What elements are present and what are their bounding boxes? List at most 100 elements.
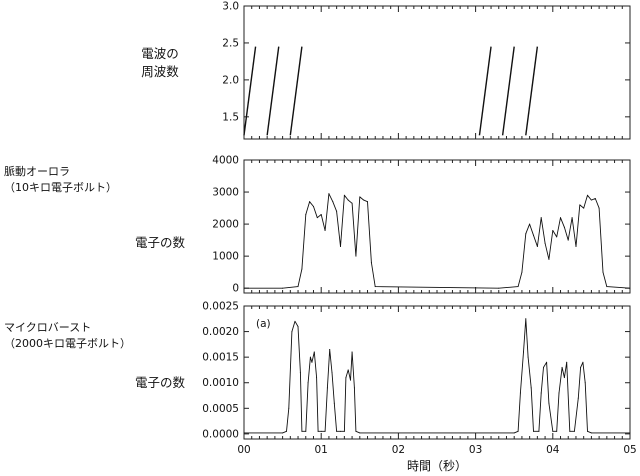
panel1-y-ticks: 1.5 2.0 2.5 3.0 [222, 1, 631, 139]
data-point [332, 201, 334, 203]
data-point [285, 430, 287, 432]
data-point [291, 331, 293, 333]
data-point [363, 199, 365, 201]
data-point [527, 356, 529, 358]
data-point [299, 372, 301, 373]
data-point [602, 271, 604, 273]
data-point [590, 432, 592, 434]
y-tick-label: 0 [232, 283, 239, 295]
data-point [326, 387, 328, 389]
data-point [587, 194, 589, 196]
data-point [566, 361, 568, 363]
data-point [336, 210, 338, 212]
data-point [560, 217, 562, 219]
x-tick-label: 03 [469, 444, 482, 456]
x-tick-label: 00 [237, 444, 250, 456]
data-point [305, 430, 307, 432]
data-point [316, 377, 318, 379]
data-point [573, 430, 575, 432]
data-point [530, 387, 532, 389]
data-point [324, 430, 326, 432]
data-point [370, 262, 372, 264]
data-point [580, 366, 582, 368]
data-point [544, 242, 546, 244]
data-point [543, 366, 545, 368]
data-point [311, 361, 313, 363]
data-point [347, 369, 349, 371]
data-point [552, 430, 554, 432]
data-point [309, 356, 311, 358]
data-point [355, 430, 357, 432]
data-point [359, 432, 361, 434]
data-point [567, 239, 569, 241]
panel3-series [243, 318, 631, 434]
x-axis-label: 時間（秒） [407, 459, 467, 473]
data-point [556, 236, 558, 238]
data-point [316, 217, 318, 219]
data-point [538, 430, 540, 432]
data-point [340, 246, 341, 248]
data-point [563, 377, 565, 379]
data-point [333, 402, 335, 404]
data-point [336, 430, 338, 432]
data-point [351, 351, 353, 353]
y-tick-label: 1.5 [222, 111, 239, 123]
data-point [328, 193, 330, 195]
data-point [331, 372, 333, 373]
data-point [288, 407, 290, 409]
data-point [522, 351, 524, 353]
data-point [498, 287, 500, 289]
data-point [345, 377, 347, 379]
data-point [359, 196, 361, 198]
chirp-segment [525, 46, 539, 136]
data-point [561, 366, 563, 368]
data-point [343, 194, 345, 196]
data-point [548, 258, 550, 260]
data-point [546, 361, 548, 363]
y-tick-label: 2.5 [222, 37, 239, 49]
data-point [317, 430, 319, 432]
y-tick-label: 0.0005 [202, 403, 239, 415]
data-point [309, 201, 311, 203]
data-point [558, 392, 560, 394]
data-point [525, 318, 527, 320]
panel2-series [243, 193, 631, 289]
panel2-title-line2: （10キロ電子ボルト） [4, 181, 117, 194]
data-point [540, 392, 542, 394]
data-point [579, 204, 581, 206]
panel1-chirps [243, 46, 539, 136]
panel2-y-ticks: 0 1000 2000 3000 4000 [212, 155, 631, 295]
data-point [519, 392, 521, 394]
x-tick-label: 02 [392, 444, 405, 456]
data-point [353, 387, 355, 389]
data-point [282, 432, 284, 434]
data-point [307, 382, 309, 384]
microburst-panel: マイクロバースト （2000キロ電子ボルト） 電子の数 (a) 0.00000.… [4, 301, 631, 440]
data-point [282, 287, 284, 289]
data-point [594, 197, 596, 199]
data-point [540, 217, 542, 219]
data-point [582, 361, 584, 363]
data-point [243, 287, 245, 289]
data-point [320, 430, 322, 432]
data-point [312, 205, 314, 207]
data-point [569, 430, 571, 432]
data-point [583, 207, 585, 209]
data-point [629, 287, 631, 289]
panel3-y-ticks: 0.0000 0.0005 0.0010 0.0015 0.0020 0.0025 [202, 301, 631, 440]
data-point [525, 233, 527, 235]
y-tick-label: 4000 [212, 155, 239, 167]
data-point [521, 271, 523, 273]
data-point [347, 199, 349, 201]
y-tick-label: 0.0010 [202, 377, 239, 389]
data-point [575, 246, 577, 248]
data-point [513, 432, 515, 434]
data-point [556, 430, 558, 432]
data-point [301, 430, 303, 432]
y-tick-label: 0.0020 [202, 326, 239, 338]
x-tick-label: 01 [315, 444, 328, 456]
data-point [374, 286, 376, 288]
data-point [629, 432, 631, 434]
panel1-frame [243, 5, 631, 140]
panel1-label-line1: 電波の [141, 46, 179, 61]
